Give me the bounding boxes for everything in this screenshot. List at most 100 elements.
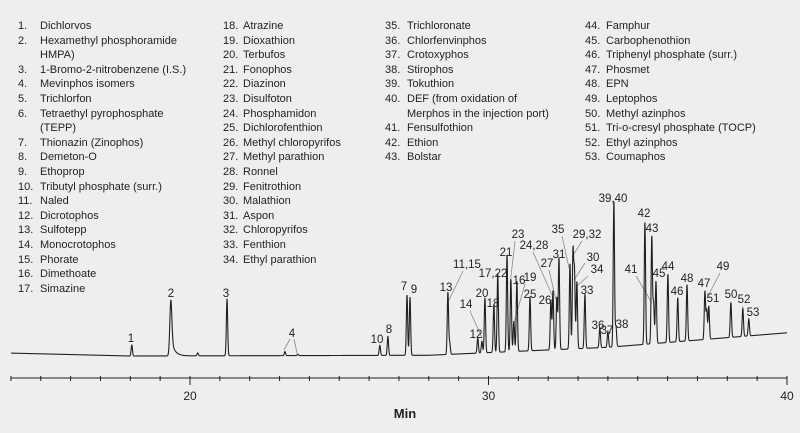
peak-label: 29,32 bbox=[573, 229, 602, 241]
x-tick-label: 20 bbox=[183, 389, 197, 403]
peak-label: 52 bbox=[738, 294, 751, 306]
x-axis-label: Min bbox=[394, 406, 416, 421]
peak-label: 13 bbox=[440, 282, 453, 294]
peak-label: 39,40 bbox=[599, 193, 628, 205]
peak-label: 25 bbox=[524, 289, 537, 301]
peak-label: 21 bbox=[500, 247, 513, 259]
peak-label: 43 bbox=[646, 223, 659, 235]
peak-leader-line bbox=[561, 235, 570, 269]
legend-number: 20. bbox=[223, 49, 239, 62]
legend-number: 8. bbox=[18, 151, 28, 164]
peak-label: 44 bbox=[662, 261, 675, 273]
legend-compound-name: Ethyl parathion bbox=[243, 253, 317, 266]
peak-label: 27 bbox=[541, 258, 554, 270]
legend-compound-name: Atrazine bbox=[243, 20, 284, 32]
peak-label: 36 bbox=[592, 320, 605, 332]
peak-label: 31 bbox=[553, 249, 566, 261]
legend-number: 34. bbox=[223, 253, 239, 266]
legend-number: 7. bbox=[18, 136, 28, 149]
legend-number: 36. bbox=[385, 34, 401, 47]
peak-label: 49 bbox=[717, 261, 730, 273]
legend-number: 51. bbox=[585, 122, 601, 135]
legend-number: 33. bbox=[223, 239, 239, 251]
peak-leader-line bbox=[532, 251, 553, 296]
legend-number: 27. bbox=[223, 151, 239, 164]
peak-label: 9 bbox=[411, 284, 417, 296]
legend-number: 49. bbox=[585, 93, 601, 105]
legend-compound-name: Terbufos bbox=[243, 49, 286, 62]
legend-number: 52. bbox=[585, 136, 601, 149]
legend-compound-name: Sulfotepp bbox=[40, 224, 87, 237]
legend-compound-name: Tributyl phosphate (surr.) bbox=[40, 180, 162, 193]
x-axis: 20 30 40 bbox=[10, 376, 794, 403]
legend-compound-name: Simazine bbox=[40, 282, 86, 295]
peak-leader-line bbox=[512, 283, 526, 327]
peak-label: 30 bbox=[587, 252, 600, 264]
legend-compound-name: Ethion bbox=[407, 136, 439, 149]
legend-number: 6. bbox=[18, 107, 28, 120]
legend-number: 16. bbox=[18, 268, 34, 281]
legend-compound-name: Chloropyrifos bbox=[243, 224, 308, 237]
peak-label: 14 bbox=[460, 299, 473, 311]
peak-label: 38 bbox=[616, 319, 629, 331]
legend-compound-name: Coumaphos bbox=[606, 151, 666, 164]
peak-label: 20 bbox=[476, 288, 489, 300]
legend-compound-name: Leptophos bbox=[606, 93, 658, 105]
peak-leader-line bbox=[447, 270, 464, 303]
legend-compound-name: Methyl azinphos bbox=[606, 107, 686, 120]
legend-number: 13. bbox=[18, 224, 34, 237]
legend-compound-name: Monocrotophos bbox=[40, 239, 116, 251]
legend-compound-name: Methyl chloropyrifos bbox=[243, 136, 341, 149]
legend-compound-name: Dichlorofenthion bbox=[243, 122, 323, 135]
peak-label: 47 bbox=[698, 278, 711, 290]
legend-compound-name: Trichlorfon bbox=[40, 93, 92, 105]
legend-compound-name: Fensulfothion bbox=[407, 122, 474, 135]
peak-label: 10 bbox=[371, 334, 384, 346]
legend-compound-name: Trichloronate bbox=[407, 20, 471, 32]
legend-compound-name: Tokuthion bbox=[407, 78, 455, 91]
legend-compound-name: Hexamethyl phosphoramide HMPA) bbox=[40, 34, 177, 62]
legend-number: 44. bbox=[585, 20, 601, 32]
peak-label: 11,15 bbox=[453, 259, 481, 271]
peak-label: 3 bbox=[223, 288, 229, 300]
legend-number: 53. bbox=[585, 151, 601, 164]
legend-number: 19. bbox=[223, 34, 239, 47]
peak-leader-line bbox=[469, 310, 483, 339]
legend-compound-name: Carbophenothion bbox=[606, 34, 691, 47]
peak-label: 2 bbox=[168, 288, 174, 300]
legend-compound-name: Phorate bbox=[40, 253, 79, 266]
legend-number: 46. bbox=[585, 49, 601, 62]
legend-compound-name: Malathion bbox=[243, 195, 291, 208]
legend-number: 11. bbox=[18, 195, 33, 208]
legend-number: 23. bbox=[223, 93, 239, 105]
peak-label: 37 bbox=[601, 325, 614, 337]
compound-legend: 1. Dichlorvos 2. Hexamethyl phosphoramide H… bbox=[18, 20, 756, 295]
peak-label: 41 bbox=[625, 264, 638, 276]
legend-compound-name: Phosmet bbox=[606, 63, 650, 76]
peak-label: 16 bbox=[513, 275, 526, 287]
legend-number: 50. bbox=[585, 107, 601, 120]
legend-number: 47. bbox=[585, 63, 601, 76]
legend-compound-name: Ethoprop bbox=[40, 166, 85, 178]
x-tick-label: 30 bbox=[482, 389, 496, 403]
legend-number: 17. bbox=[18, 282, 34, 295]
legend-compound-name: Tetraethyl pyrophosphate (TEPP) bbox=[40, 107, 164, 135]
peak-leader-line bbox=[548, 269, 557, 301]
legend-number: 14. bbox=[18, 239, 34, 251]
legend-compound-name: Disulfoton bbox=[243, 93, 292, 105]
peak-label: 53 bbox=[747, 307, 760, 319]
legend-number: 35. bbox=[385, 20, 401, 32]
legend-number: 25. bbox=[223, 122, 239, 135]
legend-number: 42. bbox=[385, 136, 401, 149]
peak-label: 18 bbox=[487, 298, 500, 310]
legend-number: 38. bbox=[385, 63, 401, 76]
legend-number: 37. bbox=[385, 49, 401, 62]
legend-number: 31. bbox=[223, 209, 239, 222]
peak-label: 7 bbox=[401, 281, 407, 293]
legend-number: 1. bbox=[18, 20, 28, 32]
legend-compound-name: Phosphamidon bbox=[243, 107, 317, 120]
peak-leader-line bbox=[509, 240, 516, 286]
legend-number: 24. bbox=[223, 107, 239, 120]
legend-number: 9. bbox=[18, 166, 28, 178]
